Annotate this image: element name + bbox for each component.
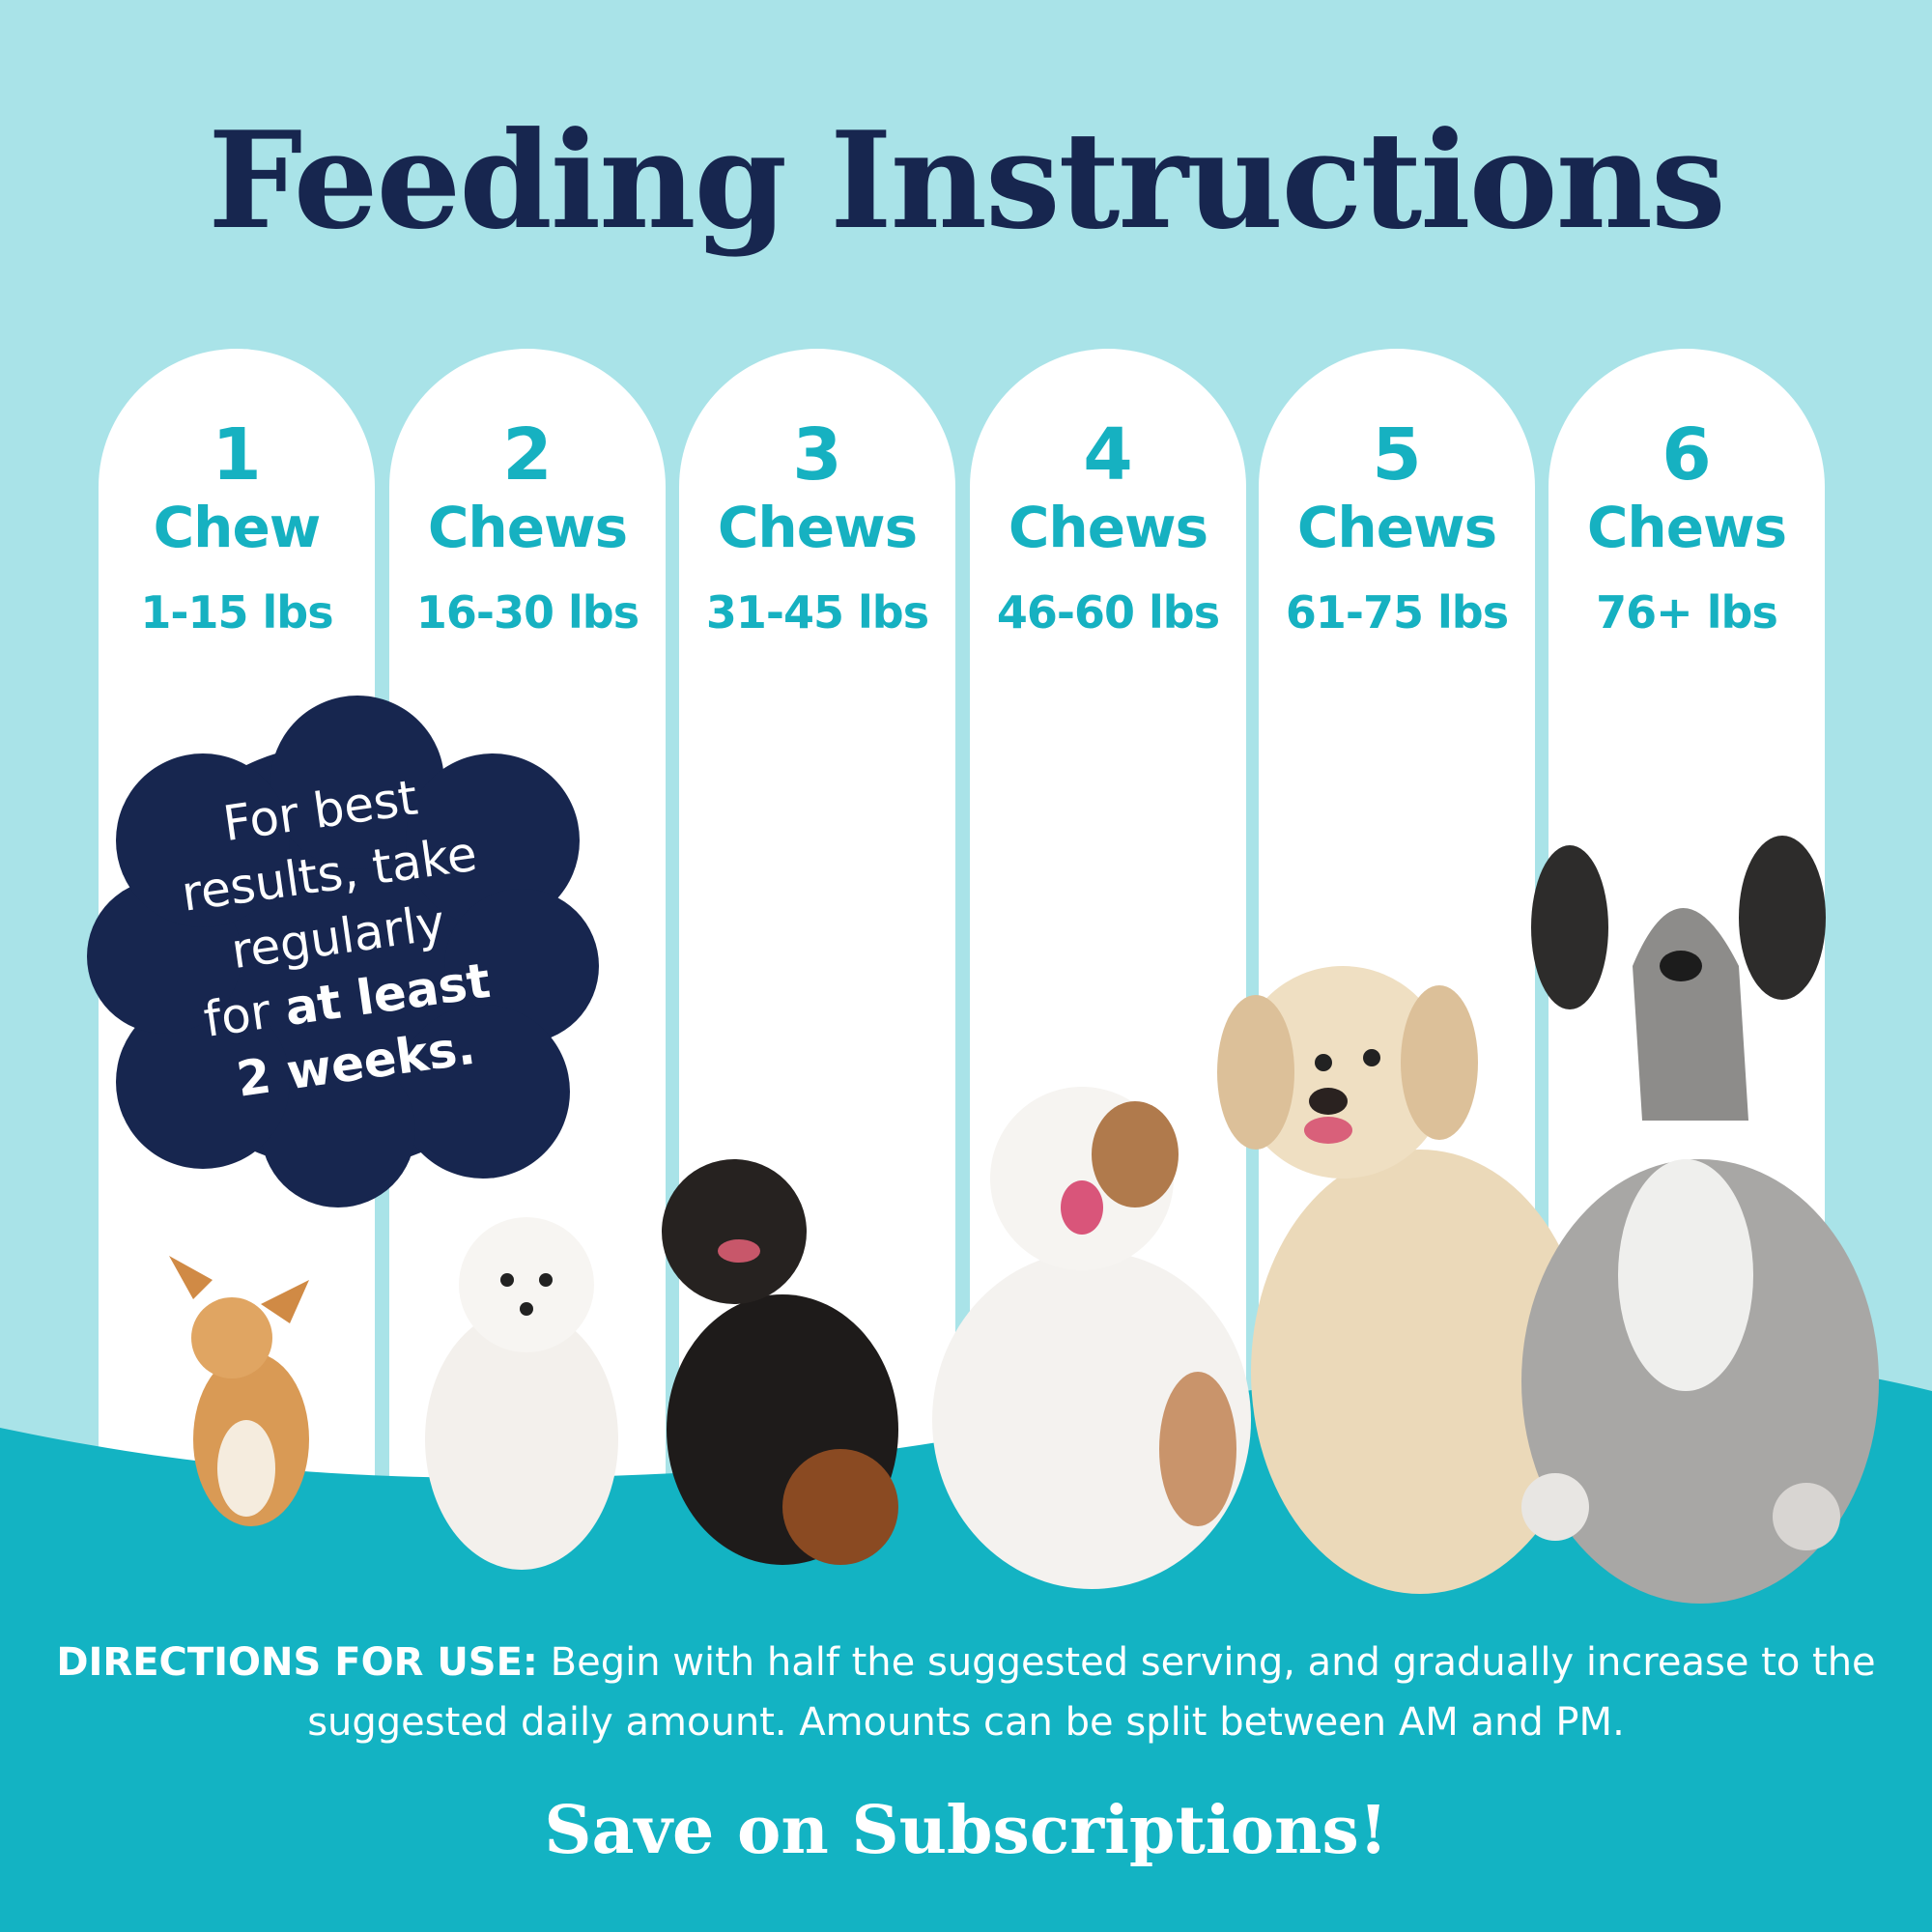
dog-image-great-dane [1521, 836, 1879, 1604]
chew-count: 1 [212, 413, 262, 497]
chew-count: 2 [502, 413, 553, 497]
page-title: Feeding Instructions [208, 101, 1725, 259]
directions-text: Begin with half the suggested serving, a… [307, 1640, 1876, 1745]
chew-count: 3 [792, 413, 842, 497]
badge-line-prefix: for [200, 980, 290, 1048]
chew-count: 4 [1083, 413, 1133, 497]
chew-unit: Chews [427, 495, 628, 560]
badge-cloud [87, 696, 599, 1208]
weight-range: 16-30 lbs [415, 586, 639, 639]
weight-range: 46-60 lbs [996, 586, 1220, 639]
weight-range: 31-45 lbs [705, 586, 929, 639]
chew-unit: Chews [1586, 495, 1787, 560]
chew-count: 6 [1662, 413, 1712, 497]
chew-count: 5 [1372, 413, 1422, 497]
dog-image-chihuahua [169, 1256, 309, 1526]
dog-image-pug-mix [662, 1159, 898, 1565]
chew-unit: Chews [717, 495, 918, 560]
weight-range: 76+ lbs [1596, 586, 1778, 639]
chew-unit: Chew [153, 495, 322, 560]
subscription-cta: Save on Subscriptions! [544, 1792, 1388, 1869]
badge-text: For best results, take regularly for at … [96, 749, 580, 1126]
directions-label: DIRECTIONS FOR USE: [56, 1640, 538, 1685]
directions-for-use: DIRECTIONS FOR USE: Begin with half the … [39, 1633, 1893, 1752]
chew-unit: Chews [1296, 495, 1497, 560]
weight-range: 61-75 lbs [1285, 586, 1509, 639]
chew-unit: Chews [1008, 495, 1208, 560]
weight-range: 1-15 lbs [140, 586, 333, 639]
dog-image-pomeranian [425, 1217, 618, 1570]
dog-image-bulldog [932, 1087, 1251, 1589]
dog-image-golden-retriever [1217, 966, 1589, 1594]
